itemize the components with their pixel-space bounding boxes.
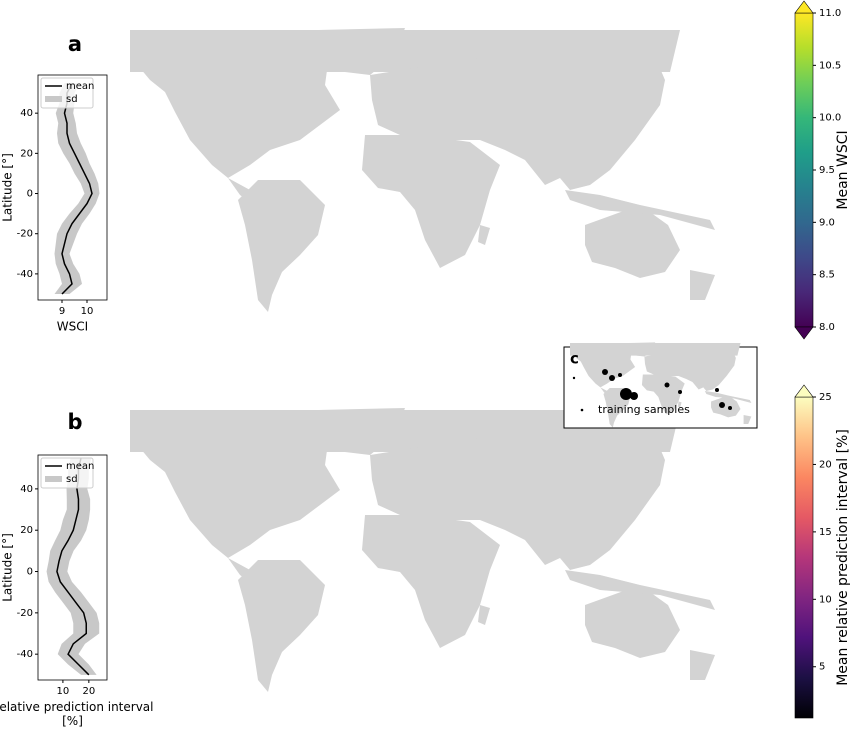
colorbar-tick-label: 10 bbox=[819, 594, 832, 605]
sd-band bbox=[46, 457, 100, 675]
y-tick-label: 20 bbox=[20, 148, 33, 159]
legend: mean sd bbox=[40, 77, 94, 109]
x-tick-label: 20 bbox=[82, 686, 95, 697]
y-tick-label: 40 bbox=[20, 108, 33, 119]
legend-label: mean bbox=[66, 461, 94, 472]
legend: mean sd bbox=[40, 457, 94, 489]
colorbar-tick-label: 15 bbox=[819, 527, 832, 538]
y-tick-label: 0 bbox=[27, 567, 33, 578]
colorbar-tick-label: 25 bbox=[819, 392, 832, 403]
sample-points bbox=[572, 369, 732, 410]
x-axis-label: WSCI bbox=[57, 320, 88, 334]
x-axis-label: Relative prediction interval [%] bbox=[0, 700, 153, 728]
colorbar-tick-label: 10.5 bbox=[819, 60, 841, 71]
inset-c: training samples c bbox=[563, 342, 758, 429]
legend-label: sd bbox=[66, 474, 78, 485]
colorbar-tick-label: 9.5 bbox=[819, 165, 835, 176]
mean-line bbox=[61, 82, 93, 295]
sd-band bbox=[54, 83, 100, 294]
x-tick-label: 10 bbox=[57, 686, 70, 697]
y-tick-label: -20 bbox=[17, 608, 33, 619]
y-tick-label: -40 bbox=[17, 269, 33, 280]
colorbar-tick-label: 8.0 bbox=[819, 322, 835, 333]
colorbar-label: Mean WSCI bbox=[835, 130, 850, 209]
mean-line bbox=[56, 457, 90, 676]
colorbar bbox=[794, 12, 814, 328]
colorbar-tick-label: 11.0 bbox=[819, 8, 841, 19]
y-tick-label: 40 bbox=[20, 484, 33, 495]
map-b bbox=[130, 408, 715, 692]
colorbar-tick-label: 8.5 bbox=[819, 270, 835, 281]
colorbar-extend bbox=[794, 326, 814, 340]
map-a bbox=[130, 28, 715, 312]
inset-legend: training samples bbox=[598, 403, 690, 416]
colorbar-extend bbox=[794, 0, 814, 14]
colorbar-tick-label: 5 bbox=[819, 662, 825, 673]
y-tick-label: -20 bbox=[17, 229, 33, 240]
y-axis-label: Latitude [°] bbox=[1, 533, 15, 602]
panel-label: a bbox=[68, 32, 82, 56]
legend-label: sd bbox=[66, 94, 78, 105]
y-tick-label: 0 bbox=[27, 189, 33, 200]
plot-frame bbox=[37, 74, 108, 301]
colorbar-tick-label: 10.0 bbox=[819, 113, 841, 124]
plot-frame bbox=[37, 454, 108, 681]
y-tick-label: 20 bbox=[20, 525, 33, 536]
colorbar-extend bbox=[794, 384, 814, 398]
x-tick-label: 10 bbox=[81, 306, 94, 317]
colorbar-tick-label: 9.0 bbox=[819, 217, 835, 228]
colorbar-label: Mean relative prediction interval [%] bbox=[835, 429, 850, 686]
colorbar-tick-label: 20 bbox=[819, 459, 832, 470]
colorbar bbox=[794, 396, 814, 719]
y-axis-label: Latitude [°] bbox=[1, 153, 15, 222]
panel-label: c bbox=[570, 350, 579, 368]
panel-label: b bbox=[67, 410, 82, 434]
x-tick-label: 9 bbox=[59, 306, 65, 317]
y-tick-label: -40 bbox=[17, 649, 33, 660]
legend-label: mean bbox=[66, 81, 94, 92]
